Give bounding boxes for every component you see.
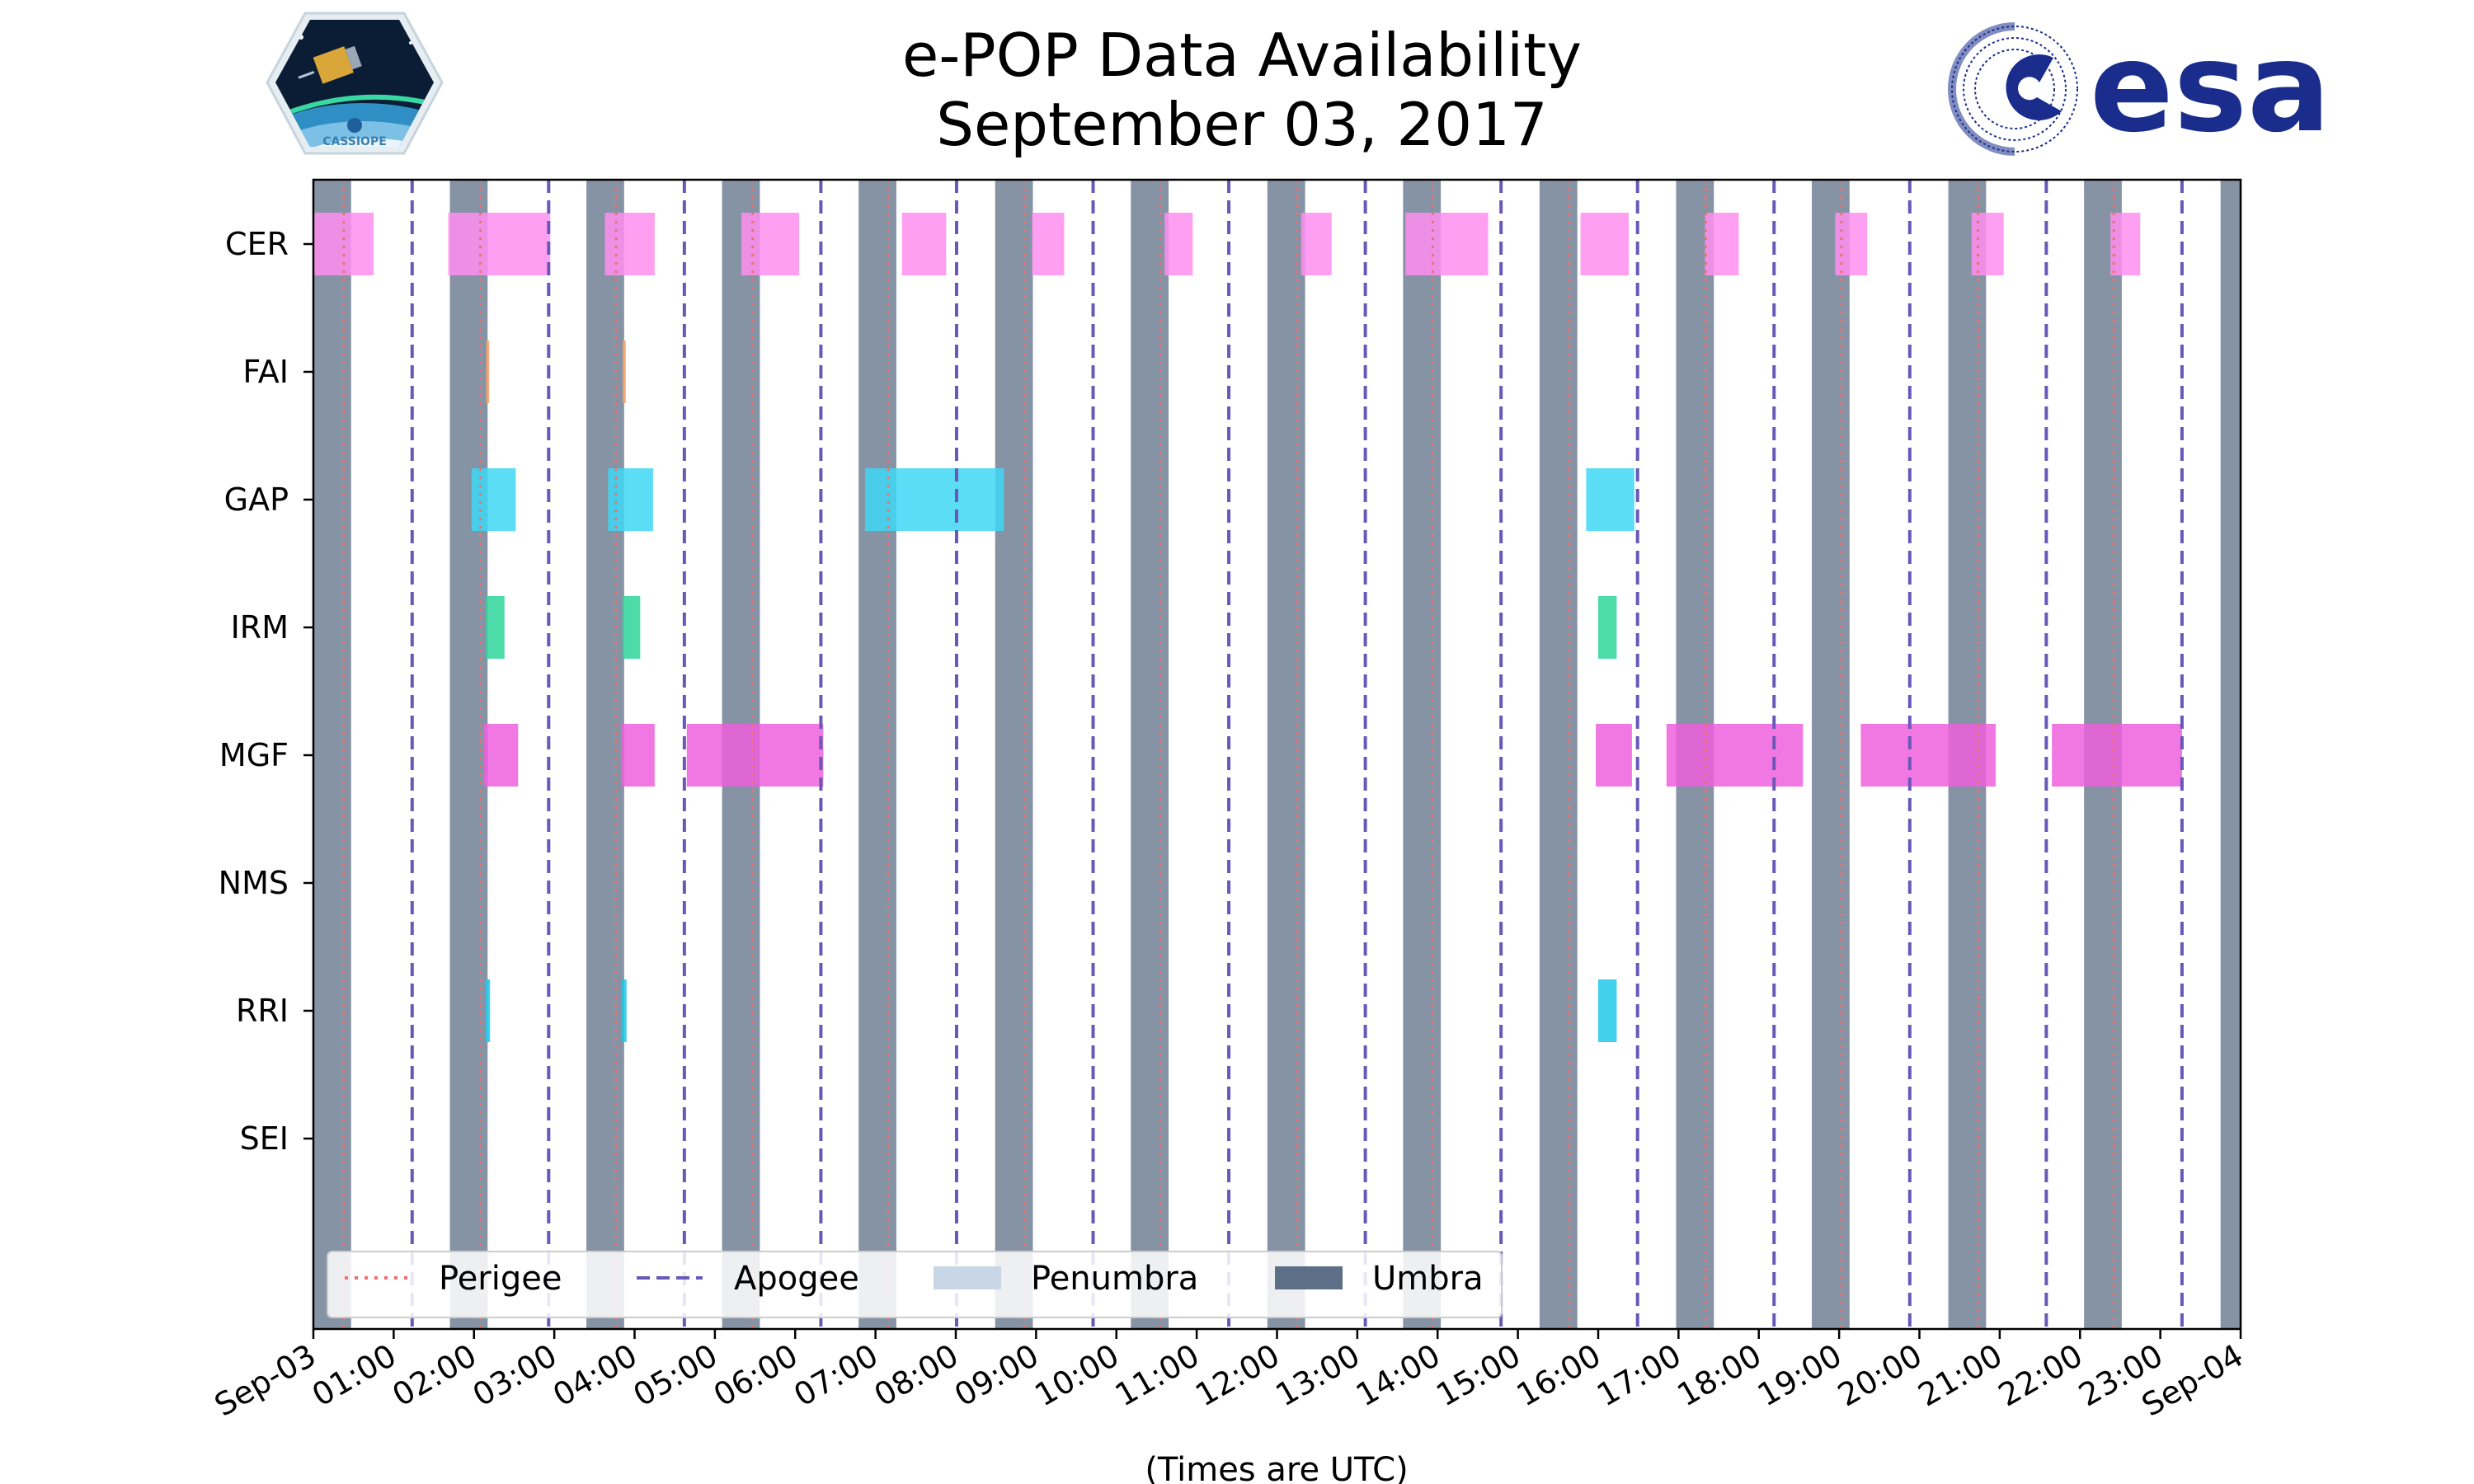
bar-mgf-4 bbox=[1666, 724, 1804, 787]
bar-gap-0 bbox=[471, 468, 516, 531]
bar-cer-12 bbox=[1971, 213, 2004, 275]
legend-apogee-label: Apogee bbox=[734, 1260, 859, 1298]
x-tick-label-6: 06:00 bbox=[708, 1337, 804, 1414]
x-axis-label: (Times are UTC) bbox=[1145, 1451, 1408, 1484]
bar-mgf-6 bbox=[2052, 724, 2182, 787]
x-tick-label-18: 18:00 bbox=[1671, 1337, 1767, 1414]
bar-gap-2 bbox=[864, 468, 1004, 531]
bar-cer-10 bbox=[1705, 213, 1739, 275]
chart-title-line-1: e-POP Data Availability bbox=[902, 21, 1582, 90]
x-tick-label-15: 15:00 bbox=[1430, 1337, 1526, 1414]
umbra-bands bbox=[313, 180, 2241, 1329]
bar-gap-1 bbox=[608, 468, 653, 531]
umbra-band-11 bbox=[1812, 180, 1850, 1329]
cassiope-mission-logo: CASSIOPE bbox=[266, 12, 444, 155]
x-tick-label-2: 02:00 bbox=[386, 1337, 482, 1414]
bar-cer-6 bbox=[1164, 213, 1193, 275]
bar-rri-0 bbox=[485, 979, 491, 1042]
bar-cer-5 bbox=[1032, 213, 1065, 275]
bar-fai-1 bbox=[622, 340, 626, 403]
y-tick-label-irm: IRM bbox=[231, 609, 289, 646]
y-tick-label-mgf: MGF bbox=[219, 737, 289, 773]
legend-penumbra-label: Penumbra bbox=[1031, 1260, 1198, 1298]
y-tick-label-sei: SEI bbox=[240, 1120, 289, 1157]
legend-umbra-swatch bbox=[1275, 1266, 1343, 1289]
y-tick-label-rri: RRI bbox=[236, 993, 289, 1029]
bar-irm-1 bbox=[622, 596, 641, 659]
esa-wordmark: esa bbox=[2090, 16, 2331, 160]
x-tick-label-14: 14:00 bbox=[1350, 1337, 1446, 1414]
x-tick-label-19: 19:00 bbox=[1752, 1337, 1848, 1414]
legend-penumbra-swatch bbox=[934, 1266, 1001, 1289]
x-tick-label-22: 22:00 bbox=[1992, 1337, 2089, 1414]
bar-irm-0 bbox=[486, 596, 505, 659]
bar-cer-4 bbox=[901, 213, 947, 275]
orbit-marker-lines bbox=[342, 180, 2184, 1329]
x-axis: Sep-0301:0002:0003:0004:0005:0006:0007:0… bbox=[209, 1329, 2250, 1424]
bar-cer-3 bbox=[741, 213, 800, 275]
x-tick-label-17: 17:00 bbox=[1591, 1337, 1687, 1414]
x-tick-label-1: 01:00 bbox=[306, 1337, 402, 1414]
y-tick-label-gap: GAP bbox=[224, 481, 289, 518]
chart-title-line-2: September 03, 2017 bbox=[936, 90, 1547, 159]
y-axis: CER FAI GAP IRM MGF NMS RRI SEI bbox=[219, 226, 313, 1157]
bar-mgf-0 bbox=[483, 724, 519, 787]
x-tick-label-5: 05:00 bbox=[628, 1337, 724, 1414]
umbra-band-5 bbox=[995, 180, 1033, 1329]
umbra-band-8 bbox=[1403, 180, 1442, 1329]
umbra-band-0 bbox=[313, 180, 351, 1329]
y-tick-label-nms: NMS bbox=[219, 865, 289, 901]
bar-cer-8 bbox=[1405, 213, 1489, 275]
umbra-band-7 bbox=[1267, 180, 1305, 1329]
x-tick-label-11: 11:00 bbox=[1109, 1337, 1206, 1414]
bar-cer-7 bbox=[1300, 213, 1332, 275]
bar-mgf-1 bbox=[620, 724, 655, 787]
x-tick-label-0: Sep-03 bbox=[209, 1337, 322, 1424]
bar-cer-2 bbox=[604, 213, 655, 275]
bar-gap-3 bbox=[1586, 468, 1634, 531]
bar-cer-13 bbox=[2110, 213, 2141, 275]
mission-badge-text: CASSIOPE bbox=[322, 135, 387, 148]
x-tick-label-7: 07:00 bbox=[788, 1337, 884, 1414]
umbra-band-4 bbox=[858, 180, 896, 1329]
umbra-band-9 bbox=[1539, 180, 1578, 1329]
legend-perigee-label: Perigee bbox=[439, 1260, 562, 1298]
umbra-band-14 bbox=[2220, 180, 2241, 1329]
x-tick-label-13: 13:00 bbox=[1270, 1337, 1366, 1414]
x-tick-label-4: 04:00 bbox=[547, 1337, 643, 1414]
x-tick-label-20: 20:00 bbox=[1832, 1337, 1928, 1414]
x-tick-label-16: 16:00 bbox=[1511, 1337, 1607, 1414]
esa-emblem-icon bbox=[1948, 22, 2078, 156]
x-tick-label-9: 09:00 bbox=[948, 1337, 1045, 1414]
umbra-band-2 bbox=[586, 180, 624, 1329]
bar-mgf-5 bbox=[1860, 724, 1997, 787]
bar-cer-9 bbox=[1580, 213, 1630, 275]
x-tick-label-8: 08:00 bbox=[868, 1337, 965, 1414]
x-tick-label-12: 12:00 bbox=[1189, 1337, 1286, 1414]
bar-mgf-2 bbox=[686, 724, 824, 787]
instrument-availability-bars bbox=[313, 213, 2182, 1042]
bar-mgf-3 bbox=[1596, 724, 1632, 787]
bar-rri-2 bbox=[1598, 979, 1617, 1042]
x-tick-label-3: 03:00 bbox=[467, 1337, 563, 1414]
legend-umbra-label: Umbra bbox=[1372, 1260, 1484, 1298]
y-tick-label-fai: FAI bbox=[242, 354, 289, 390]
umbra-band-1 bbox=[449, 180, 488, 1329]
chart-legend: Perigee Apogee Penumbra Umbra bbox=[327, 1251, 1503, 1318]
bar-fai-0 bbox=[486, 340, 490, 403]
bar-cer-1 bbox=[448, 213, 551, 275]
x-tick-label-10: 10:00 bbox=[1028, 1337, 1125, 1414]
bar-irm-2 bbox=[1598, 596, 1617, 659]
esa-logo: esa bbox=[1948, 16, 2331, 160]
y-tick-label-cer: CER bbox=[225, 226, 289, 262]
bar-rri-1 bbox=[621, 979, 627, 1042]
x-tick-label-21: 21:00 bbox=[1912, 1337, 2009, 1414]
bar-cer-11 bbox=[1835, 213, 1868, 275]
umbra-band-6 bbox=[1131, 180, 1169, 1329]
